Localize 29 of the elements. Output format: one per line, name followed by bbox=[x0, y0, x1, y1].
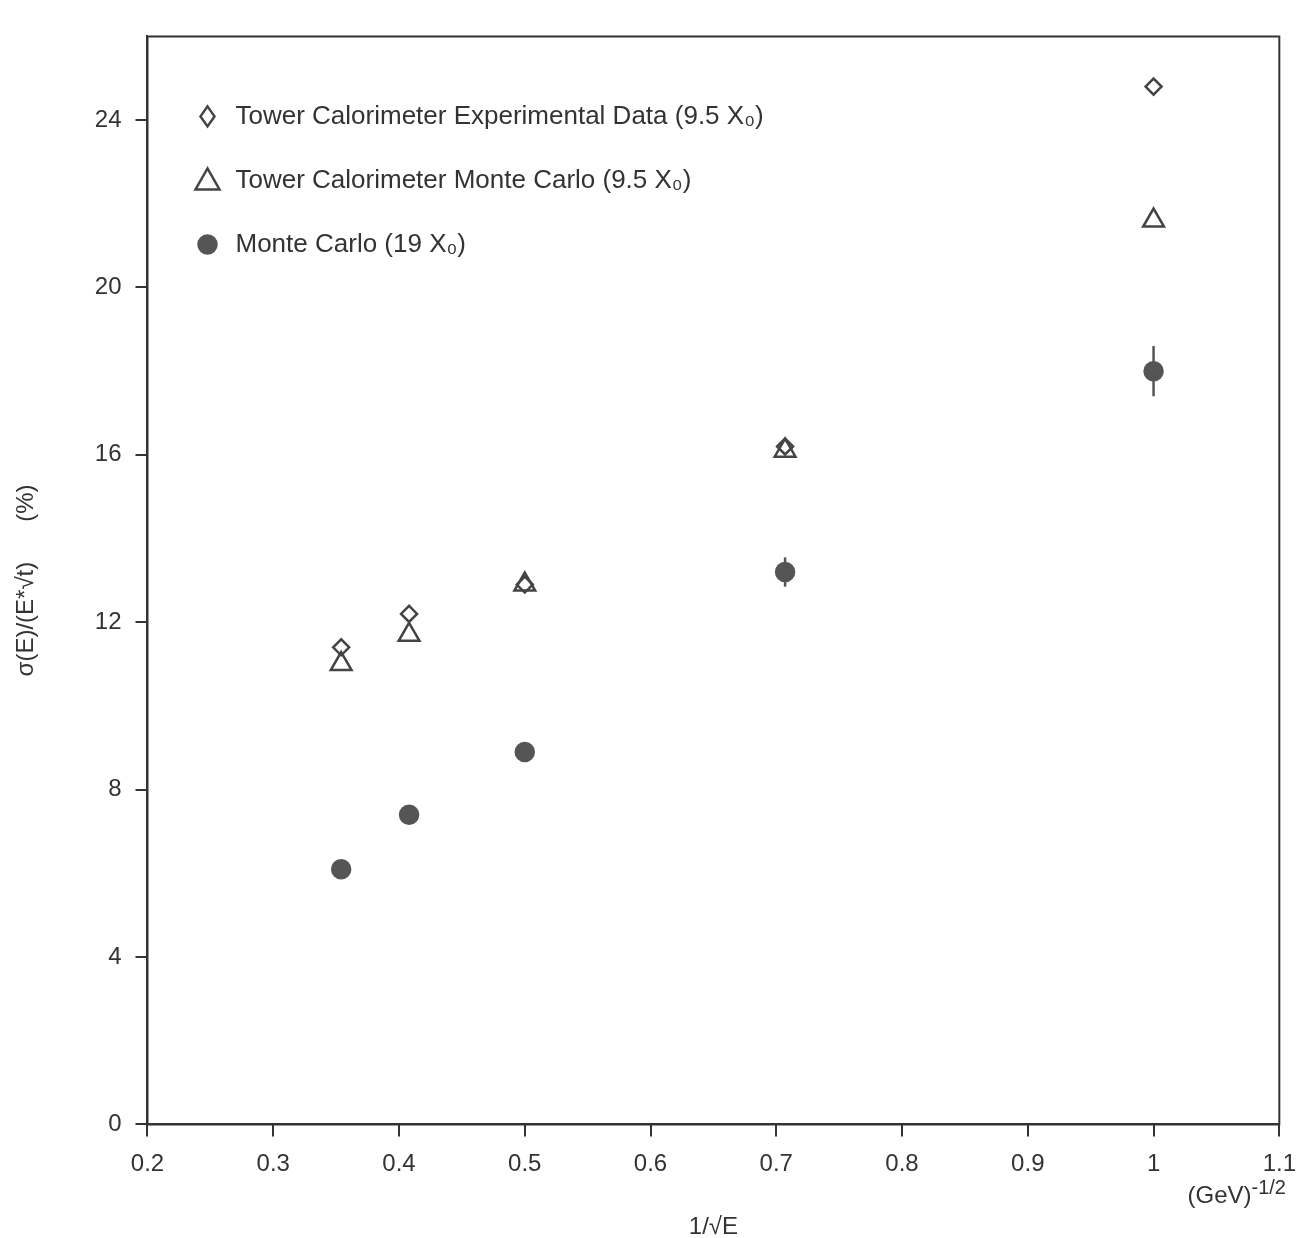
x-tick-label: 1.1 bbox=[1262, 1149, 1297, 1177]
y-axis-title: σ(E)/(E*√t) (%) bbox=[11, 484, 39, 677]
point bbox=[1144, 77, 1163, 96]
x-tick-label: 0.3 bbox=[256, 1149, 290, 1177]
y-tick-label: 16 bbox=[94, 439, 122, 467]
point bbox=[399, 604, 419, 624]
x-tick-label: 1 bbox=[1146, 1149, 1161, 1177]
legend-label: Tower Calorimeter Monte Carlo (9.5 X₀) bbox=[235, 163, 692, 194]
y-tick-label: 0 bbox=[108, 1109, 122, 1137]
point bbox=[331, 638, 351, 657]
x-axis-title: 1/√E bbox=[688, 1212, 739, 1238]
point bbox=[330, 858, 352, 880]
point bbox=[398, 804, 420, 825]
x-tick-label: 0.6 bbox=[633, 1149, 668, 1177]
legend-label: Monte Carlo (19 X₀) bbox=[235, 227, 466, 258]
x-tick-label: 0.5 bbox=[508, 1149, 542, 1177]
y-tick-label: 24 bbox=[94, 104, 122, 132]
point bbox=[514, 741, 536, 763]
x-tick-label: 0.2 bbox=[130, 1149, 165, 1177]
legend-label: Tower Calorimeter Experimental Data (9.5 X₀) bbox=[235, 99, 764, 130]
x-tick-label: 0.9 bbox=[1011, 1149, 1045, 1177]
x-tick-label: 0.4 bbox=[382, 1149, 416, 1177]
x-tick-label: 0.7 bbox=[759, 1149, 793, 1177]
y-tick-label: 20 bbox=[94, 272, 122, 300]
y-tick-label: 8 bbox=[108, 774, 122, 802]
x-tick-label: 0.8 bbox=[885, 1149, 919, 1177]
text: (GeV)$^{-1/2}$ bbox=[1187, 1176, 1286, 1209]
y-tick-label: 4 bbox=[108, 941, 122, 969]
y-tick-label: 12 bbox=[94, 606, 122, 634]
